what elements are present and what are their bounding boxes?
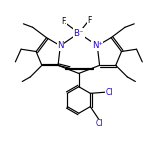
Text: Cl: Cl bbox=[106, 88, 113, 97]
Text: N: N bbox=[57, 41, 64, 50]
Text: N⁺: N⁺ bbox=[92, 41, 103, 50]
Text: F.: F. bbox=[61, 17, 66, 26]
Text: B⁻: B⁻ bbox=[74, 29, 84, 38]
Text: Cl: Cl bbox=[96, 119, 103, 128]
Text: F: F bbox=[87, 16, 92, 25]
